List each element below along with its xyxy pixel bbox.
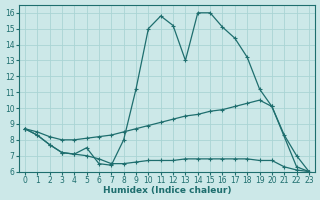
X-axis label: Humidex (Indice chaleur): Humidex (Indice chaleur) — [103, 186, 231, 195]
